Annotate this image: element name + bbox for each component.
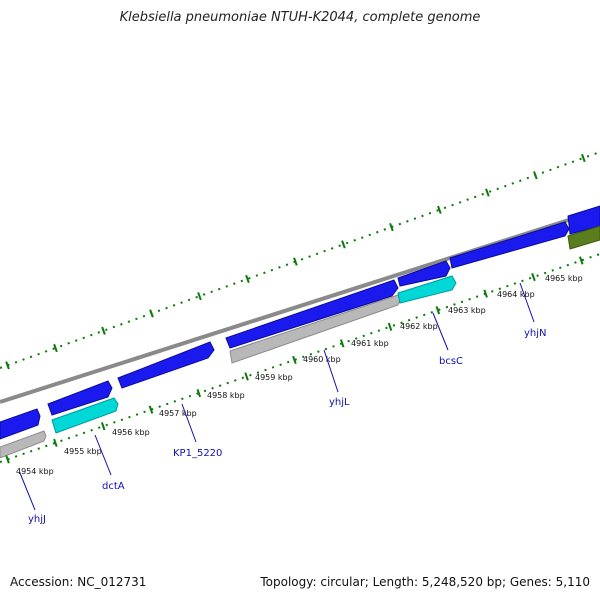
major-tick bbox=[485, 188, 490, 197]
kbp-label: 4963 kbp bbox=[448, 306, 486, 315]
major-tick bbox=[149, 309, 154, 318]
major-tick bbox=[293, 257, 298, 266]
kbp-label: 4961 kbp bbox=[351, 339, 389, 348]
outer-major-ticks bbox=[5, 153, 586, 370]
major-tick bbox=[53, 438, 58, 447]
kbp-label: 4962 kbp bbox=[400, 322, 438, 331]
gene-labels: yhjJ dctA KP1_5220 yhjL bcsC yhjN bbox=[28, 328, 547, 525]
major-tick bbox=[5, 455, 10, 464]
major-tick bbox=[196, 388, 202, 398]
gene-label-dctA[interactable]: dctA bbox=[102, 481, 125, 492]
gene-label-yhjL[interactable]: yhjL bbox=[329, 397, 350, 408]
kbp-label: 4964 kbp bbox=[497, 290, 535, 299]
cds-forward-arrow[interactable] bbox=[449, 221, 570, 269]
cds-forward-arrow[interactable] bbox=[225, 279, 399, 349]
gene-label-KP1_5220[interactable]: KP1_5220 bbox=[173, 448, 222, 459]
major-tick bbox=[435, 306, 441, 315]
major-tick bbox=[339, 339, 345, 348]
inner-major-ticks bbox=[5, 256, 584, 464]
major-tick bbox=[483, 289, 488, 298]
kbp-label: 4955 kbp bbox=[64, 447, 102, 456]
major-tick bbox=[389, 222, 394, 232]
major-tick bbox=[341, 240, 346, 249]
major-tick bbox=[53, 343, 58, 353]
cds-forward-arrow[interactable] bbox=[47, 380, 113, 416]
major-tick bbox=[533, 171, 538, 180]
gene-label-yhjJ[interactable]: yhjJ bbox=[28, 514, 46, 525]
accession-info: Accession: NC_012731 bbox=[10, 575, 147, 589]
kbp-label: 4958 kbp bbox=[207, 391, 245, 400]
gene-label-bcsC[interactable]: bcsC bbox=[439, 356, 463, 367]
cds-forward-arrow[interactable] bbox=[397, 260, 451, 287]
kbp-label: 4957 kbp bbox=[159, 409, 197, 418]
kbp-scale-labels: 4954 kbp 4955 kbp 4956 kbp 4957 kbp 4958… bbox=[16, 274, 583, 476]
trna-feature[interactable] bbox=[567, 225, 600, 250]
major-tick bbox=[148, 405, 154, 414]
kbp-label: 4965 kbp bbox=[545, 274, 583, 283]
genome-title: Klebsiella pneumoniae NTUH-K2044, comple… bbox=[119, 10, 481, 25]
cds-forward-arrow[interactable] bbox=[117, 341, 215, 389]
cds-reverse-arrow[interactable] bbox=[0, 430, 47, 459]
cds-reverse-arrow[interactable] bbox=[229, 294, 401, 364]
gene-label-yhjN[interactable]: yhjN bbox=[524, 328, 547, 339]
cds-forward-arrow[interactable] bbox=[567, 205, 600, 235]
inner-tick-track bbox=[0, 253, 600, 463]
major-tick bbox=[581, 153, 586, 163]
rrna-feature[interactable] bbox=[51, 397, 119, 434]
major-tick bbox=[101, 326, 106, 335]
major-tick bbox=[531, 272, 536, 282]
major-tick bbox=[437, 205, 442, 214]
major-tick bbox=[197, 292, 202, 301]
major-tick bbox=[245, 274, 250, 284]
major-tick bbox=[100, 422, 106, 431]
major-tick bbox=[579, 256, 584, 265]
cds-forward-arrow[interactable] bbox=[0, 408, 41, 440]
gene-label-leaders bbox=[19, 282, 535, 511]
major-tick bbox=[5, 361, 10, 370]
major-tick bbox=[292, 355, 297, 365]
major-tick bbox=[244, 372, 249, 381]
major-tick bbox=[387, 322, 393, 331]
rrna-feature[interactable] bbox=[397, 275, 457, 304]
kbp-label: 4956 kbp bbox=[112, 428, 150, 437]
topology-info: Topology: circular; Length: 5,248,520 bp… bbox=[260, 575, 590, 589]
kbp-label: 4954 kbp bbox=[16, 467, 54, 476]
kbp-label: 4960 kbp bbox=[303, 355, 341, 364]
kbp-label: 4959 kbp bbox=[255, 373, 293, 382]
